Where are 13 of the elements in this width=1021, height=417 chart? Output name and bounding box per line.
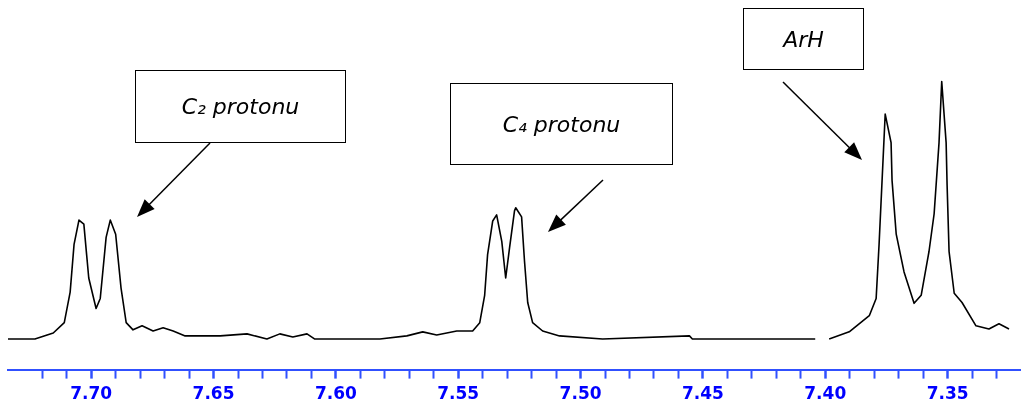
x-tick-label: 7.45 — [681, 383, 724, 404]
text-box: C₄ protonu — [450, 83, 673, 165]
text-box: ArH — [743, 8, 864, 70]
x-tick-label: 7.35 — [926, 383, 969, 404]
x-tick-label: 7.40 — [804, 383, 847, 404]
x-tick-label: 7.70 — [70, 383, 113, 404]
x-tick-label: 7.65 — [192, 383, 235, 404]
annotation: C₂ protonu — [181, 94, 300, 119]
x-tick-label: 7.55 — [437, 383, 480, 404]
x-tick-label: 7.60 — [314, 383, 358, 404]
annotation: C₄ protonu — [502, 111, 621, 137]
text-box: C₂ protonu — [135, 70, 346, 143]
x-tick-label: 7.50 — [559, 383, 602, 404]
